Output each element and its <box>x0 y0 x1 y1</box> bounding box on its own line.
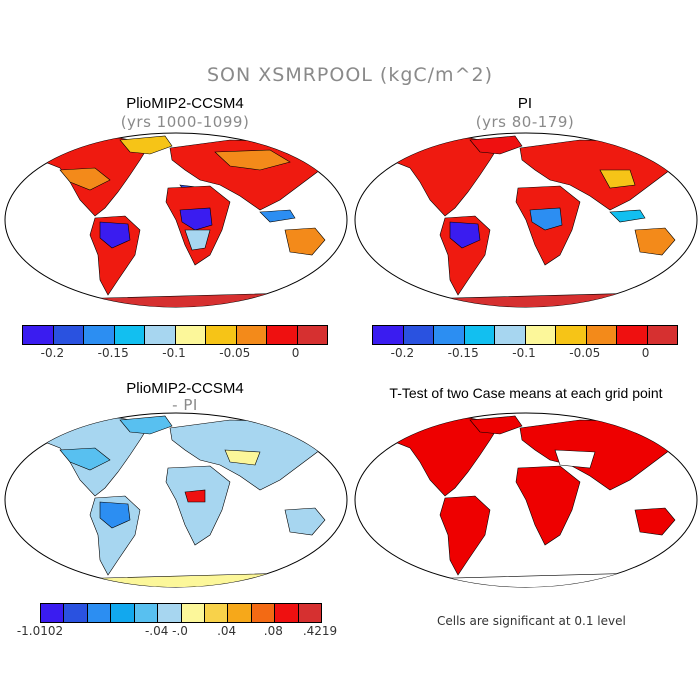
colorbar-top-right-swatch <box>495 326 526 344</box>
map-bottom-left <box>4 412 348 588</box>
colorbar-top-left-swatch <box>23 326 54 344</box>
panel-title-bottom-right: T-Test of two Case means at each grid po… <box>389 385 663 401</box>
colorbar-top-left-swatch <box>53 326 84 344</box>
colorbar-tick-label: -0.15 <box>447 346 479 360</box>
colorbar-bottom-left-swatch <box>181 604 205 622</box>
colorbar-tick-label: -0.1 <box>162 346 186 360</box>
colorbar-top-right-swatch <box>464 326 495 344</box>
colorbar-bottom-left-swatch <box>158 604 182 622</box>
colorbar-top-right-swatch <box>586 326 617 344</box>
panel-title-top-left: PlioMIP2-CCSM4 <box>126 95 244 112</box>
map-bottom-right <box>354 412 698 588</box>
colorbar-tick-label: -0.1 <box>512 346 536 360</box>
colorbar-top-right-swatch <box>617 326 648 344</box>
colorbar-top-right-swatch <box>525 326 556 344</box>
map-top-right <box>354 132 698 308</box>
colorbar-top-left-swatch <box>114 326 145 344</box>
colorbar-tick-label: -1.0102 <box>16 624 64 638</box>
colorbar-top-right <box>372 325 678 345</box>
colorbar-top-left-swatch <box>84 326 115 344</box>
panel-subtitle-top-right: (yrs 80-179) <box>475 113 575 131</box>
colorbar-tick-label: .04 <box>217 624 237 638</box>
colorbar-bottom-left-swatch <box>111 604 135 622</box>
panel-subtitle-bottom-left: - PI <box>172 396 198 414</box>
colorbar-tick-label: .08 <box>263 624 283 638</box>
colorbar-bottom-left-swatch <box>134 604 159 622</box>
colorbar-tick-label: 0 <box>641 346 650 360</box>
colorbar-tick-label: -.0 <box>172 624 188 638</box>
colorbar-tick-label: -0.05 <box>219 346 251 360</box>
colorbar-tick-label: .4219 <box>302 624 338 638</box>
significance-note: Cells are significant at 0.1 level <box>437 614 626 628</box>
panel-subtitle-top-left: (yrs 1000-1099) <box>120 113 250 131</box>
colorbar-tick-label: -0.2 <box>40 346 65 360</box>
colorbar-tick-label: 0 <box>291 346 300 360</box>
colorbar-top-left-swatch <box>297 326 327 344</box>
colorbar-bottom-left-swatch <box>204 604 229 622</box>
colorbar-tick-label: -0.2 <box>390 346 415 360</box>
panel-title-bottom-left: PlioMIP2-CCSM4 <box>126 380 244 397</box>
colorbar-bottom-left-swatch <box>64 604 88 622</box>
figure-title: SON XSMRPOOL (kgC/m^2) <box>206 64 493 86</box>
colorbar-tick-label: -0.15 <box>97 346 129 360</box>
colorbar-bottom-left-swatch <box>41 604 65 622</box>
colorbar-bottom-left-swatch <box>298 604 322 622</box>
colorbar-bottom-left <box>40 603 322 623</box>
colorbar-top-right-swatch <box>647 326 677 344</box>
colorbar-top-left <box>22 325 328 345</box>
panel-title-top-right: PI <box>517 95 533 112</box>
colorbar-top-left-swatch <box>236 326 267 344</box>
colorbar-top-left-swatch <box>175 326 206 344</box>
colorbar-top-right-swatch <box>373 326 404 344</box>
colorbar-top-left-swatch <box>206 326 237 344</box>
colorbar-bottom-left-swatch <box>87 604 112 622</box>
colorbar-tick-label: -.04 <box>144 624 169 638</box>
colorbar-tick-label: -0.05 <box>569 346 601 360</box>
colorbar-bottom-left-swatch <box>275 604 299 622</box>
map-top-left <box>4 132 348 308</box>
colorbar-top-right-swatch <box>403 326 434 344</box>
colorbar-top-left-swatch <box>267 326 298 344</box>
colorbar-top-left-swatch <box>145 326 176 344</box>
colorbar-top-right-swatch <box>556 326 587 344</box>
colorbar-bottom-left-swatch <box>251 604 276 622</box>
colorbar-top-right-swatch <box>434 326 465 344</box>
colorbar-bottom-left-swatch <box>228 604 252 622</box>
